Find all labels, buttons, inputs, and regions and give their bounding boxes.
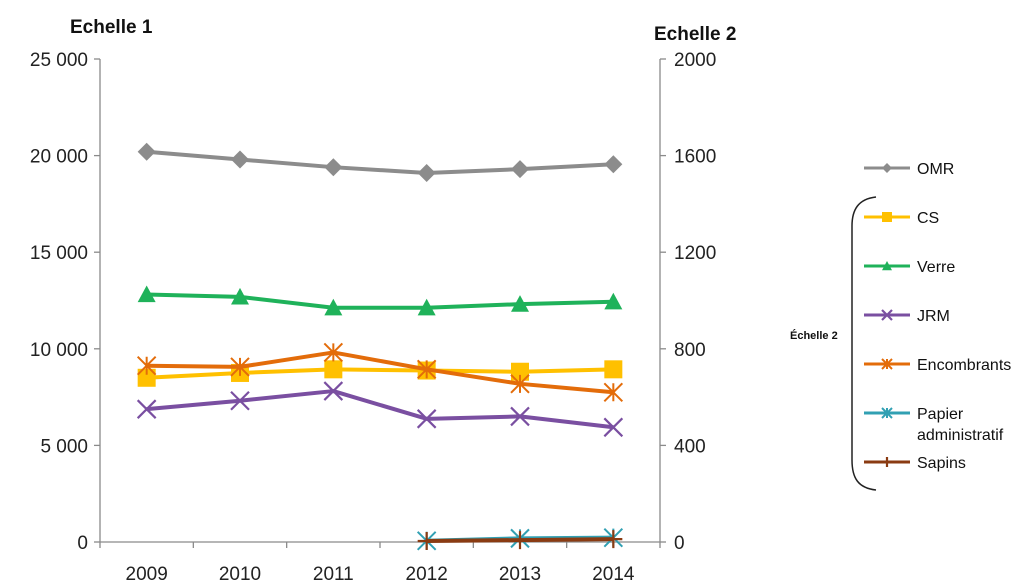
data-point-verre — [511, 295, 529, 312]
data-point-omr — [604, 155, 623, 174]
x-tick-label: 2009 — [126, 564, 168, 585]
data-point-omr — [231, 150, 249, 169]
legend-item-cs: CS — [864, 210, 939, 227]
data-point-jrm — [603, 417, 624, 438]
series-line-encombrants — [146, 350, 614, 395]
legend-item-encombrants: Encombrants — [864, 357, 1011, 374]
legend-item-sapins: Sapins — [864, 455, 966, 472]
series-jrm — [136, 381, 624, 438]
data-point-cs — [604, 360, 623, 379]
legend-bracket — [851, 196, 877, 491]
legend-bracket-label: Échelle 2 — [790, 329, 838, 342]
legend-label: CS — [917, 210, 939, 227]
left-axis-title: Echelle 1 — [70, 17, 153, 38]
left-tick-label: 5 000 — [40, 436, 88, 457]
data-point-encombrants — [323, 342, 344, 363]
data-point-verre — [231, 287, 249, 305]
legend-label: Verre — [917, 259, 955, 276]
series-line-cs — [146, 367, 614, 380]
data-point-encombrants — [416, 359, 437, 380]
data-point-encombrants — [230, 357, 250, 377]
right-tick-label: 800 — [674, 340, 706, 361]
legend-swatch-marker — [882, 163, 892, 173]
legend-label: Sapins — [917, 455, 966, 472]
x-tick-label: 2014 — [592, 564, 635, 585]
data-point-jrm — [510, 406, 530, 427]
x-tick-label: 2013 — [499, 564, 541, 585]
left-tick-label: 15 000 — [30, 243, 88, 264]
legend-label: OMR — [917, 161, 954, 178]
data-point-sapins — [417, 532, 436, 551]
data-point-jrm — [416, 409, 437, 429]
x-tick-label: 2010 — [219, 564, 261, 585]
data-point-sapins — [604, 530, 623, 549]
data-point-encombrants — [136, 355, 157, 376]
legend-label: Papier administratif — [917, 406, 1004, 444]
legend-item-verre: Verre — [864, 259, 955, 276]
data-point-encombrants — [510, 374, 530, 394]
legend-swatch-marker — [882, 457, 892, 467]
axes: 0 5 000 10 000 15 000 20 000 25 000 0 400 800 120… — [30, 50, 716, 585]
x-tick-label: 2012 — [406, 564, 448, 585]
legend-swatch-marker — [881, 358, 893, 370]
data-point-cs — [137, 368, 156, 387]
series-line-omr — [146, 149, 614, 175]
left-tick-label: 0 — [77, 533, 88, 554]
legend-swatch-marker — [882, 212, 892, 222]
data-point-omr — [324, 158, 343, 177]
x-tick-label: 2011 — [313, 564, 354, 585]
data-point-verre — [324, 298, 343, 316]
legend-item-papier-administratif: Papier administratif — [864, 406, 1004, 444]
legend-swatch-marker — [881, 407, 893, 419]
series-sapins — [417, 530, 623, 551]
left-tick-label: 25 000 — [30, 50, 88, 71]
data-point-jrm — [230, 390, 250, 411]
series-line-verre — [146, 292, 614, 310]
legend: OMR CS Verre JRM Encombrants Papier administra… — [864, 161, 1011, 472]
right-tick-label: 1600 — [674, 147, 716, 168]
data-point-omr — [511, 160, 529, 179]
data-point-verre — [417, 298, 436, 316]
series-cs — [137, 360, 623, 387]
data-point-jrm — [136, 399, 157, 419]
right-tick-label: 2000 — [674, 50, 716, 71]
plot-area — [136, 142, 624, 551]
data-point-verre — [137, 285, 156, 303]
right-tick-label: 1200 — [674, 243, 716, 264]
legend-label: JRM — [917, 308, 950, 325]
legend-item-jrm: JRM — [864, 308, 950, 325]
left-tick-label: 10 000 — [30, 340, 88, 361]
data-point-omr — [137, 142, 156, 161]
data-point-encombrants — [603, 382, 624, 402]
right-tick-label: 400 — [674, 436, 706, 457]
data-point-cs — [324, 360, 343, 379]
series-encombrants — [136, 342, 624, 402]
right-axis-title: Echelle 2 — [654, 24, 736, 45]
legend-swatch-marker — [882, 261, 892, 271]
right-tick-label: 0 — [674, 533, 685, 554]
data-point-verre — [604, 292, 623, 310]
data-point-sapins — [511, 531, 529, 550]
data-point-jrm — [323, 381, 344, 401]
legend-item-omr: OMR — [864, 161, 954, 178]
legend-swatch-marker — [881, 309, 893, 321]
series-omr — [137, 142, 623, 182]
left-tick-label: 20 000 — [30, 147, 88, 168]
series-verre — [137, 285, 623, 316]
legend-label: Encombrants — [917, 357, 1011, 374]
data-point-omr — [417, 163, 436, 182]
series-line-jrm — [146, 389, 614, 430]
data-point-cs — [511, 362, 529, 381]
